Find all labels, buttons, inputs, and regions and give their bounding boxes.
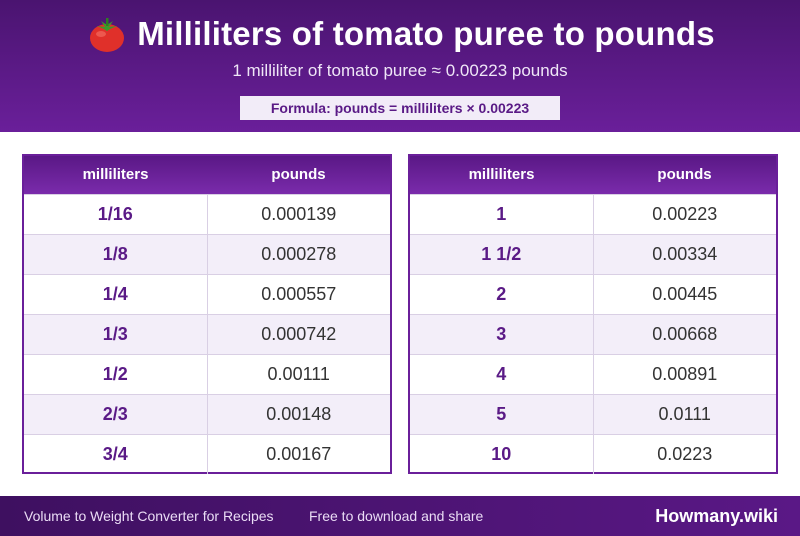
pounds-cell: 0.00111 xyxy=(267,364,330,384)
table-row: 10 0.0223 xyxy=(410,434,776,474)
conversion-table-left: milliliters pounds 1/16 0.000139 1/8 0.0… xyxy=(22,154,392,474)
conversion-table-right: milliliters pounds 1 0.00223 1 1/2 0.003… xyxy=(408,154,778,474)
pounds-cell: 0.0223 xyxy=(657,444,713,464)
table-row: 4 0.00891 xyxy=(410,354,776,394)
pounds-cell: 0.00891 xyxy=(652,364,718,384)
column-header-pounds: pounds xyxy=(271,166,326,183)
milliliters-cell: 2 xyxy=(410,275,594,314)
footer-share-text: Free to download and share xyxy=(309,508,484,524)
header-banner: Milliliters of tomato puree to pounds 1 … xyxy=(0,0,800,132)
pounds-cell: 0.000139 xyxy=(261,204,337,224)
table-row: 3/4 0.00167 xyxy=(24,434,390,474)
milliliters-cell: 1/3 xyxy=(24,315,208,354)
title-text: Milliliters of tomato puree to pounds xyxy=(137,15,715,52)
table-row: 1/2 0.00111 xyxy=(24,354,390,394)
milliliters-cell: 1/2 xyxy=(24,355,208,394)
column-header-milliliters: milliliters xyxy=(82,166,149,183)
table-row: 1 0.00223 xyxy=(410,194,776,234)
milliliters-cell: 1/16 xyxy=(24,195,208,234)
table-row: 1/8 0.000278 xyxy=(24,234,390,274)
tomato-icon xyxy=(85,14,129,54)
page-title: Milliliters of tomato puree to pounds xyxy=(0,14,800,54)
table-row: 5 0.0111 xyxy=(410,394,776,434)
pounds-cell: 0.00445 xyxy=(652,284,718,304)
table-row: 1/3 0.000742 xyxy=(24,314,390,354)
milliliters-cell: 3/4 xyxy=(24,435,208,474)
pounds-cell: 0.00334 xyxy=(652,244,718,264)
milliliters-cell: 1/4 xyxy=(24,275,208,314)
milliliters-cell: 1 xyxy=(410,195,594,234)
brand-logo-text[interactable]: Howmany.wiki xyxy=(655,506,778,526)
table-row: 3 0.00668 xyxy=(410,314,776,354)
table-row: 1/16 0.000139 xyxy=(24,194,390,234)
table-header: milliliters pounds xyxy=(410,156,776,194)
milliliters-cell: 3 xyxy=(410,315,594,354)
table-row: 2 0.00445 xyxy=(410,274,776,314)
column-header-pounds: pounds xyxy=(657,166,712,183)
table-row: 2/3 0.00148 xyxy=(24,394,390,434)
pounds-cell: 0.00223 xyxy=(652,204,718,224)
pounds-cell: 0.0111 xyxy=(658,404,711,424)
pounds-cell: 0.000557 xyxy=(261,284,337,304)
footer-tagline: Volume to Weight Converter for Recipes xyxy=(24,508,274,524)
milliliters-cell: 10 xyxy=(410,435,594,474)
milliliters-cell: 5 xyxy=(410,395,594,434)
formula-box: Formula: pounds = milliliters × 0.00223 xyxy=(240,96,560,120)
milliliters-cell: 2/3 xyxy=(24,395,208,434)
pounds-cell: 0.000742 xyxy=(261,324,337,344)
pounds-cell: 0.00167 xyxy=(266,444,332,464)
table-header: milliliters pounds xyxy=(24,156,390,194)
footer-bar: Volume to Weight Converter for Recipes F… xyxy=(0,496,800,536)
pounds-cell: 0.00668 xyxy=(652,324,718,344)
pounds-cell: 0.000278 xyxy=(261,244,337,264)
milliliters-cell: 1/8 xyxy=(24,235,208,274)
milliliters-cell: 1 1/2 xyxy=(410,235,594,274)
table-row: 1 1/2 0.00334 xyxy=(410,234,776,274)
pounds-cell: 0.00148 xyxy=(266,404,332,424)
column-header-milliliters: milliliters xyxy=(468,166,535,183)
table-row: 1/4 0.000557 xyxy=(24,274,390,314)
milliliters-cell: 4 xyxy=(410,355,594,394)
subtitle: 1 milliliter of tomato puree ≈ 0.00223 p… xyxy=(232,61,568,80)
